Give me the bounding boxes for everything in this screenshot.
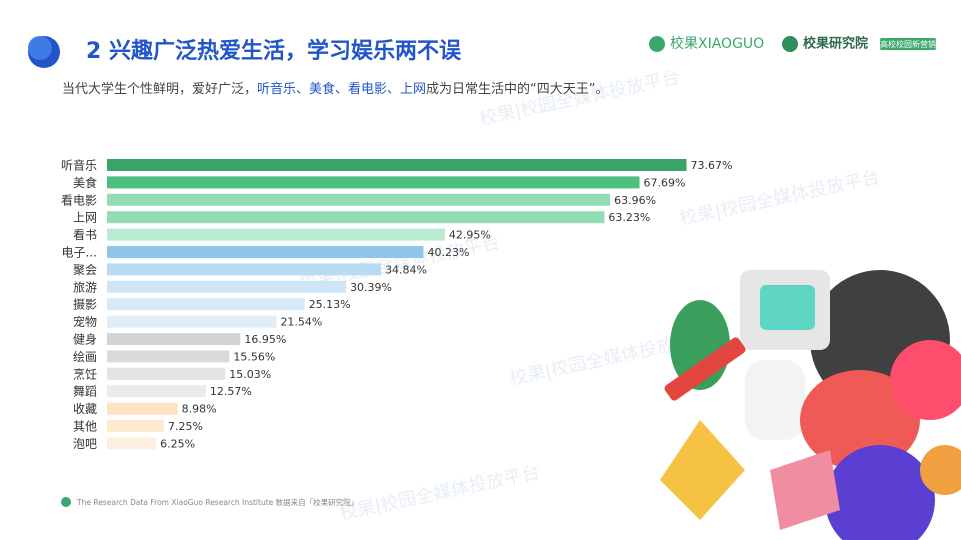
value-label: 30.39% bbox=[350, 281, 392, 294]
logo: 校果研究院 bbox=[803, 36, 868, 52]
category-label: 聚会 bbox=[73, 263, 97, 277]
bar bbox=[107, 437, 157, 450]
category-label: 旅游 bbox=[73, 280, 97, 294]
value-label: 34.84% bbox=[385, 263, 427, 276]
bar bbox=[107, 228, 445, 241]
category-label: 看书 bbox=[73, 228, 97, 242]
value-label: 63.96% bbox=[614, 194, 656, 207]
category-label: 舞蹈 bbox=[73, 385, 97, 399]
bar bbox=[107, 280, 347, 293]
value-label: 63.23% bbox=[608, 211, 650, 224]
category-label: 其他 bbox=[73, 420, 97, 434]
subtitle-part: 成为日常生活中的“四大天王”。 bbox=[426, 81, 608, 97]
category-label: 看电影 bbox=[61, 193, 97, 207]
footer-dot bbox=[61, 497, 71, 507]
logo: 校果XIAOGUO bbox=[670, 35, 764, 52]
bar bbox=[107, 420, 165, 432]
value-label: 73.67% bbox=[691, 159, 733, 172]
category-label: 健身 bbox=[73, 332, 97, 347]
category-label: 听音乐 bbox=[61, 158, 97, 173]
footer: The Research Data From XiaoGuo Research … bbox=[76, 497, 358, 507]
value-label: 16.95% bbox=[244, 333, 286, 346]
bar bbox=[107, 315, 277, 328]
bar bbox=[107, 246, 424, 258]
category-label: 美食 bbox=[73, 175, 97, 190]
value-label: 15.03% bbox=[229, 368, 271, 381]
category-label: 泡吧 bbox=[73, 437, 97, 451]
value-label: 40.23% bbox=[427, 246, 469, 259]
bar bbox=[107, 367, 226, 380]
value-label: 67.69% bbox=[643, 176, 685, 189]
bar bbox=[107, 385, 206, 398]
subtitle-part: 当代大学生个性鲜明，爱好广泛， bbox=[62, 81, 257, 97]
category-label: 电子... bbox=[62, 246, 97, 260]
bar bbox=[107, 402, 178, 415]
value-label: 8.98% bbox=[182, 403, 217, 416]
bar bbox=[107, 159, 687, 171]
category-label: 绘画 bbox=[73, 349, 97, 364]
value-label: 12.57% bbox=[210, 385, 252, 398]
bar bbox=[107, 350, 230, 363]
logo-tag bbox=[880, 38, 936, 50]
value-label: 25.13% bbox=[309, 298, 351, 311]
value-label: 15.56% bbox=[233, 350, 275, 363]
bar bbox=[107, 176, 640, 189]
value-label: 21.54% bbox=[280, 316, 322, 329]
bar bbox=[107, 298, 305, 311]
bar bbox=[107, 333, 241, 345]
logo-icon bbox=[649, 36, 665, 52]
bar bbox=[107, 263, 382, 276]
value-label: 7.25% bbox=[168, 420, 203, 433]
category-label: 收藏 bbox=[73, 402, 97, 416]
category-label: 摄影 bbox=[73, 297, 97, 312]
subtitle: 当代大学生个性鲜明，爱好广泛，听音乐、美食、看电影、上网成为日常生活中的“四大天… bbox=[62, 81, 609, 97]
logo-icon bbox=[782, 36, 798, 52]
title-icon bbox=[28, 36, 52, 60]
illustration bbox=[660, 270, 961, 540]
bar bbox=[107, 193, 611, 206]
value-label: 6.25% bbox=[160, 437, 195, 450]
category-label: 上网 bbox=[73, 211, 97, 225]
logo-tag-text: 高校校园新营销 bbox=[880, 39, 936, 49]
bar bbox=[107, 211, 605, 224]
subtitle-highlight: 听音乐、美食、看电影、上网 bbox=[257, 81, 426, 97]
title: 2 兴趣广泛热爱生活，学习娱乐两不误 bbox=[86, 38, 462, 64]
category-label: 烹饪 bbox=[73, 366, 97, 381]
category-label: 宠物 bbox=[73, 314, 97, 329]
value-label: 42.95% bbox=[449, 229, 491, 242]
